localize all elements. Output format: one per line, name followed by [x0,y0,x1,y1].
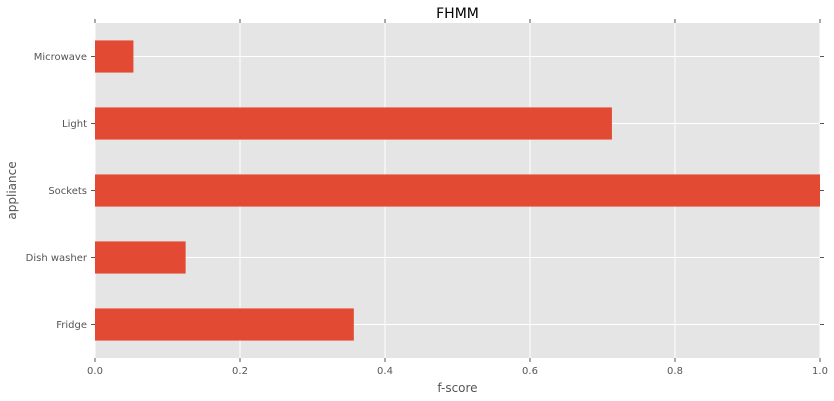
bar [95,174,820,207]
y-tick-label: Microwave [34,52,87,63]
bar [95,241,186,274]
y-tick-label: Dish washer [26,253,88,264]
x-axis-ticks: 0.0 0.2 0.4 0.6 0.8 1.0 [87,19,828,377]
y-tick-label: Sockets [48,186,87,197]
chart-title: FHMM [436,6,479,22]
y-tick-label: Fridge [56,320,87,331]
y-axis-ticks: Microwave Light Sockets Dish washer Fridge [26,52,824,331]
x-tick-label: 0.0 [87,366,103,377]
x-tick-label: 0.2 [232,366,248,377]
x-tick-label: 0.8 [667,366,683,377]
x-axis-label: f-score [437,381,477,395]
x-tick-label: 0.4 [377,366,393,377]
x-tick-label: 1.0 [812,366,828,377]
x-tick-label: 0.6 [522,366,538,377]
y-tick-label: Light [62,119,87,130]
bar [95,308,354,341]
y-axis-label: appliance [5,161,19,219]
bars [95,40,820,341]
bar [95,107,612,140]
bar [95,40,134,73]
